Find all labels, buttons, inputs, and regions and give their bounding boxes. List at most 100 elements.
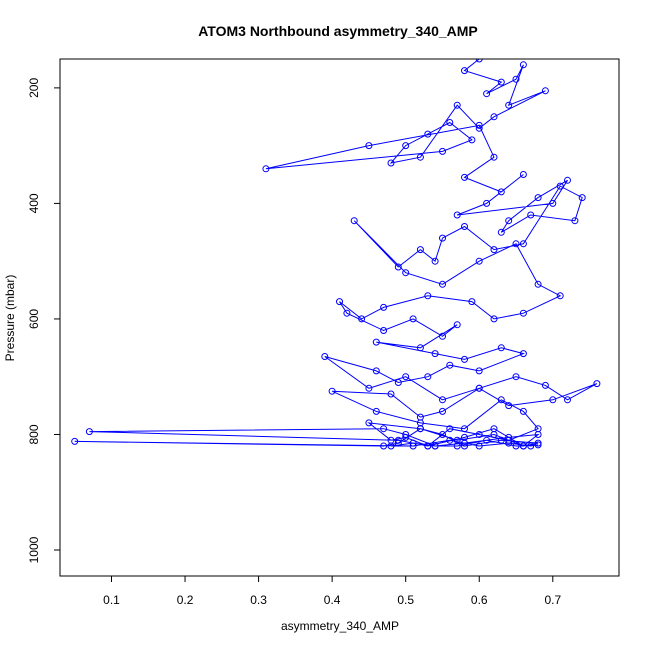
data-point — [431, 350, 439, 358]
data-point — [512, 75, 520, 83]
data-point — [402, 431, 410, 438]
data-point — [453, 442, 461, 450]
data-point — [512, 373, 520, 381]
data-point — [394, 379, 402, 386]
data-point — [483, 90, 491, 98]
data-point — [505, 439, 513, 447]
x-tick-label: 0.3 — [250, 593, 267, 607]
data-point — [519, 350, 527, 358]
data-point — [424, 442, 432, 450]
data-point — [519, 240, 527, 248]
data-point — [490, 153, 498, 161]
data-point — [409, 439, 417, 447]
data-point — [71, 437, 79, 445]
data-point — [505, 436, 513, 444]
data-point — [461, 355, 468, 363]
x-tick-label: 0.5 — [397, 593, 414, 607]
x-tick-label: 0.7 — [544, 593, 561, 607]
data-point — [439, 407, 446, 415]
data-point — [453, 321, 461, 329]
data-point — [527, 442, 535, 450]
data-point — [416, 246, 424, 254]
data-point — [475, 442, 483, 450]
data-point — [578, 194, 586, 202]
x-tick-label: 0.2 — [177, 593, 194, 607]
data-point — [475, 121, 483, 129]
data-point — [402, 373, 410, 381]
data-point — [336, 298, 343, 306]
data-point — [556, 182, 564, 190]
plot-area — [71, 59, 601, 450]
data-point — [519, 442, 527, 450]
data-point — [468, 136, 476, 144]
data-point — [446, 361, 454, 369]
data-point — [365, 419, 373, 427]
data-point — [461, 442, 468, 450]
data-point — [461, 425, 468, 433]
data-point — [372, 407, 380, 415]
data-point — [461, 67, 468, 75]
data-point — [490, 113, 498, 121]
data-point — [497, 228, 505, 236]
data-point — [350, 217, 358, 225]
data-point — [416, 425, 424, 433]
data-point — [439, 234, 446, 242]
data-point — [512, 240, 520, 248]
data-point — [387, 159, 395, 167]
data-point — [497, 188, 505, 196]
data-point — [468, 298, 476, 306]
x-tick-label: 0.1 — [103, 593, 120, 607]
data-point — [387, 442, 395, 450]
data-point — [475, 124, 483, 132]
data-point — [549, 199, 557, 207]
data-point — [365, 142, 373, 150]
data-point — [409, 315, 417, 323]
data-point — [380, 327, 388, 334]
data-point — [394, 263, 402, 271]
x-tick-label: 0.6 — [471, 593, 488, 607]
data-point — [534, 431, 542, 438]
chart-title: ATOM3 Northbound asymmetry_340_AMP — [198, 23, 478, 39]
data-point — [394, 436, 402, 444]
data-point — [446, 436, 454, 444]
data-point — [439, 332, 446, 340]
data-point — [497, 78, 505, 86]
data-point — [483, 199, 491, 207]
data-point — [431, 442, 439, 450]
data-point — [556, 292, 564, 300]
data-point — [439, 147, 446, 155]
data-point — [475, 367, 483, 375]
data-point — [541, 381, 549, 389]
data-point — [453, 211, 461, 219]
data-point — [402, 433, 410, 441]
data-point — [424, 373, 432, 381]
data-point — [402, 142, 410, 150]
data-point — [549, 396, 557, 404]
data-point — [431, 257, 439, 265]
series-line — [74, 59, 598, 447]
data-point — [461, 223, 468, 230]
data-point — [505, 217, 513, 225]
data-point — [387, 390, 395, 398]
data-point — [328, 387, 336, 395]
data-point — [475, 257, 483, 265]
data-point — [534, 441, 542, 449]
data-point — [424, 130, 432, 138]
data-point — [571, 217, 579, 225]
data-point — [446, 119, 454, 126]
x-axis-label: asymmetry_340_AMP — [281, 619, 399, 633]
data-point — [409, 442, 417, 450]
data-point — [519, 61, 527, 69]
y-tick-label: 200 — [27, 78, 41, 98]
data-point — [534, 194, 542, 202]
data-point — [439, 280, 446, 288]
data-point — [380, 442, 388, 450]
data-point — [358, 315, 366, 323]
data-point — [424, 292, 432, 300]
data-point — [564, 396, 571, 404]
data-point — [505, 101, 513, 109]
x-tick-label: 0.4 — [324, 593, 341, 607]
data-point — [365, 384, 373, 392]
data-point — [343, 309, 351, 317]
